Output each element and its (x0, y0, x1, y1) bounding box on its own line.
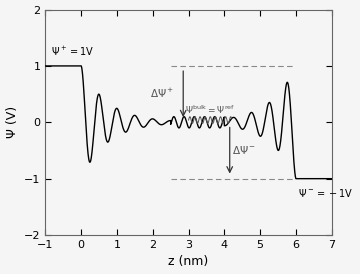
X-axis label: z (nm): z (nm) (168, 255, 209, 269)
Y-axis label: Ψ (V): Ψ (V) (5, 106, 19, 138)
Text: $\Delta\Psi^+$: $\Delta\Psi^+$ (150, 86, 174, 99)
Text: $\Psi^- = -1{\rm V}$: $\Psi^- = -1{\rm V}$ (298, 187, 354, 199)
Text: $\Psi^{\rm bulk}=\Psi^{\rm ref}$: $\Psi^{\rm bulk}=\Psi^{\rm ref}$ (185, 104, 235, 116)
Text: $\Delta\Psi^-$: $\Delta\Psi^-$ (232, 144, 256, 156)
Text: $\Psi^+ = 1{\rm V}$: $\Psi^+ = 1{\rm V}$ (51, 45, 94, 58)
